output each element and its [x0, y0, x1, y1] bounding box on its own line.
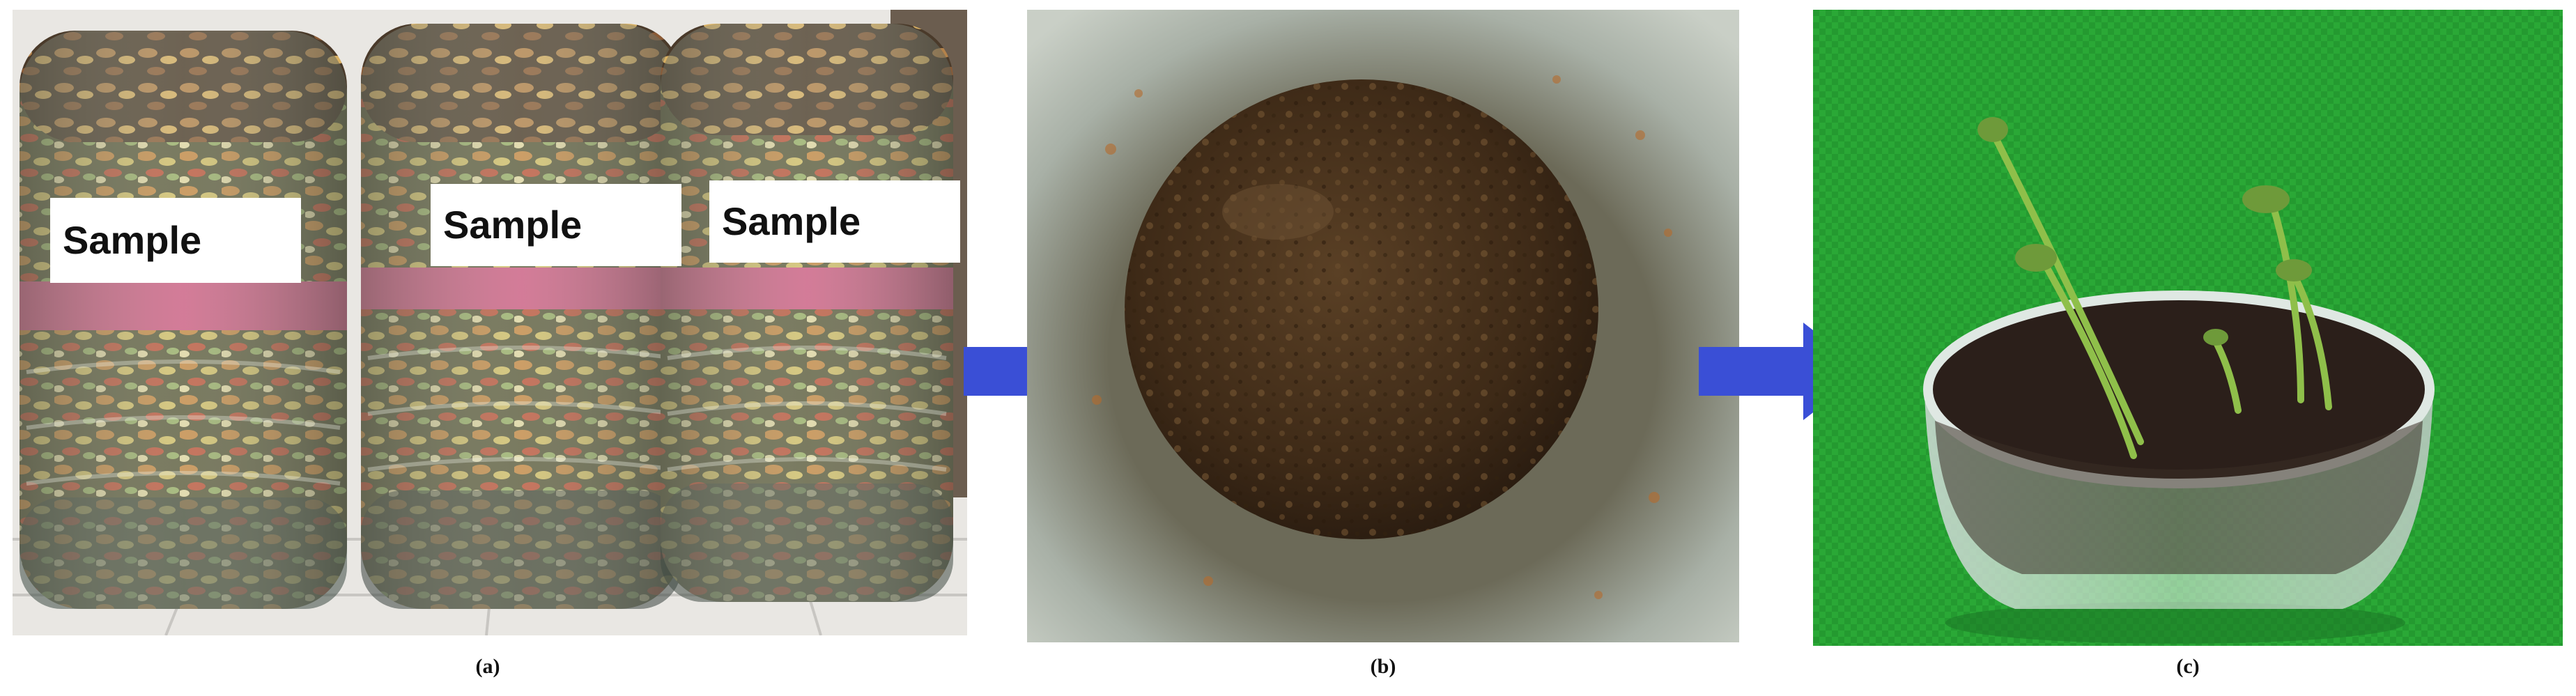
photo-bottles: Sample Sample Sample	[13, 10, 967, 635]
photo-compost	[1027, 10, 1739, 642]
caption-a: (a)	[475, 655, 500, 678]
photo-seedlings	[1813, 10, 2563, 646]
caption-c: (c)	[2176, 655, 2200, 678]
sample-label: Sample	[50, 198, 301, 283]
seedlings-illustration	[1813, 10, 2563, 646]
sample-label: Sample	[709, 180, 960, 263]
sample-label: Sample	[431, 184, 681, 266]
bottles-illustration	[13, 10, 967, 635]
caption-b: (b)	[1370, 655, 1396, 678]
compost-illustration	[1027, 10, 1739, 642]
